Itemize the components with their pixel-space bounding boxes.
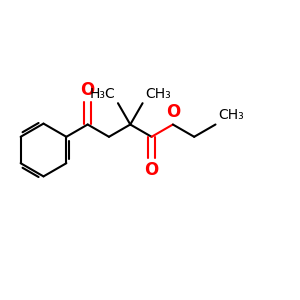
Text: H₃C: H₃C [90,87,116,101]
Text: O: O [145,161,159,179]
Text: O: O [166,103,180,121]
Text: O: O [80,81,95,99]
Text: CH₃: CH₃ [145,87,171,101]
Text: CH₃: CH₃ [218,108,244,122]
